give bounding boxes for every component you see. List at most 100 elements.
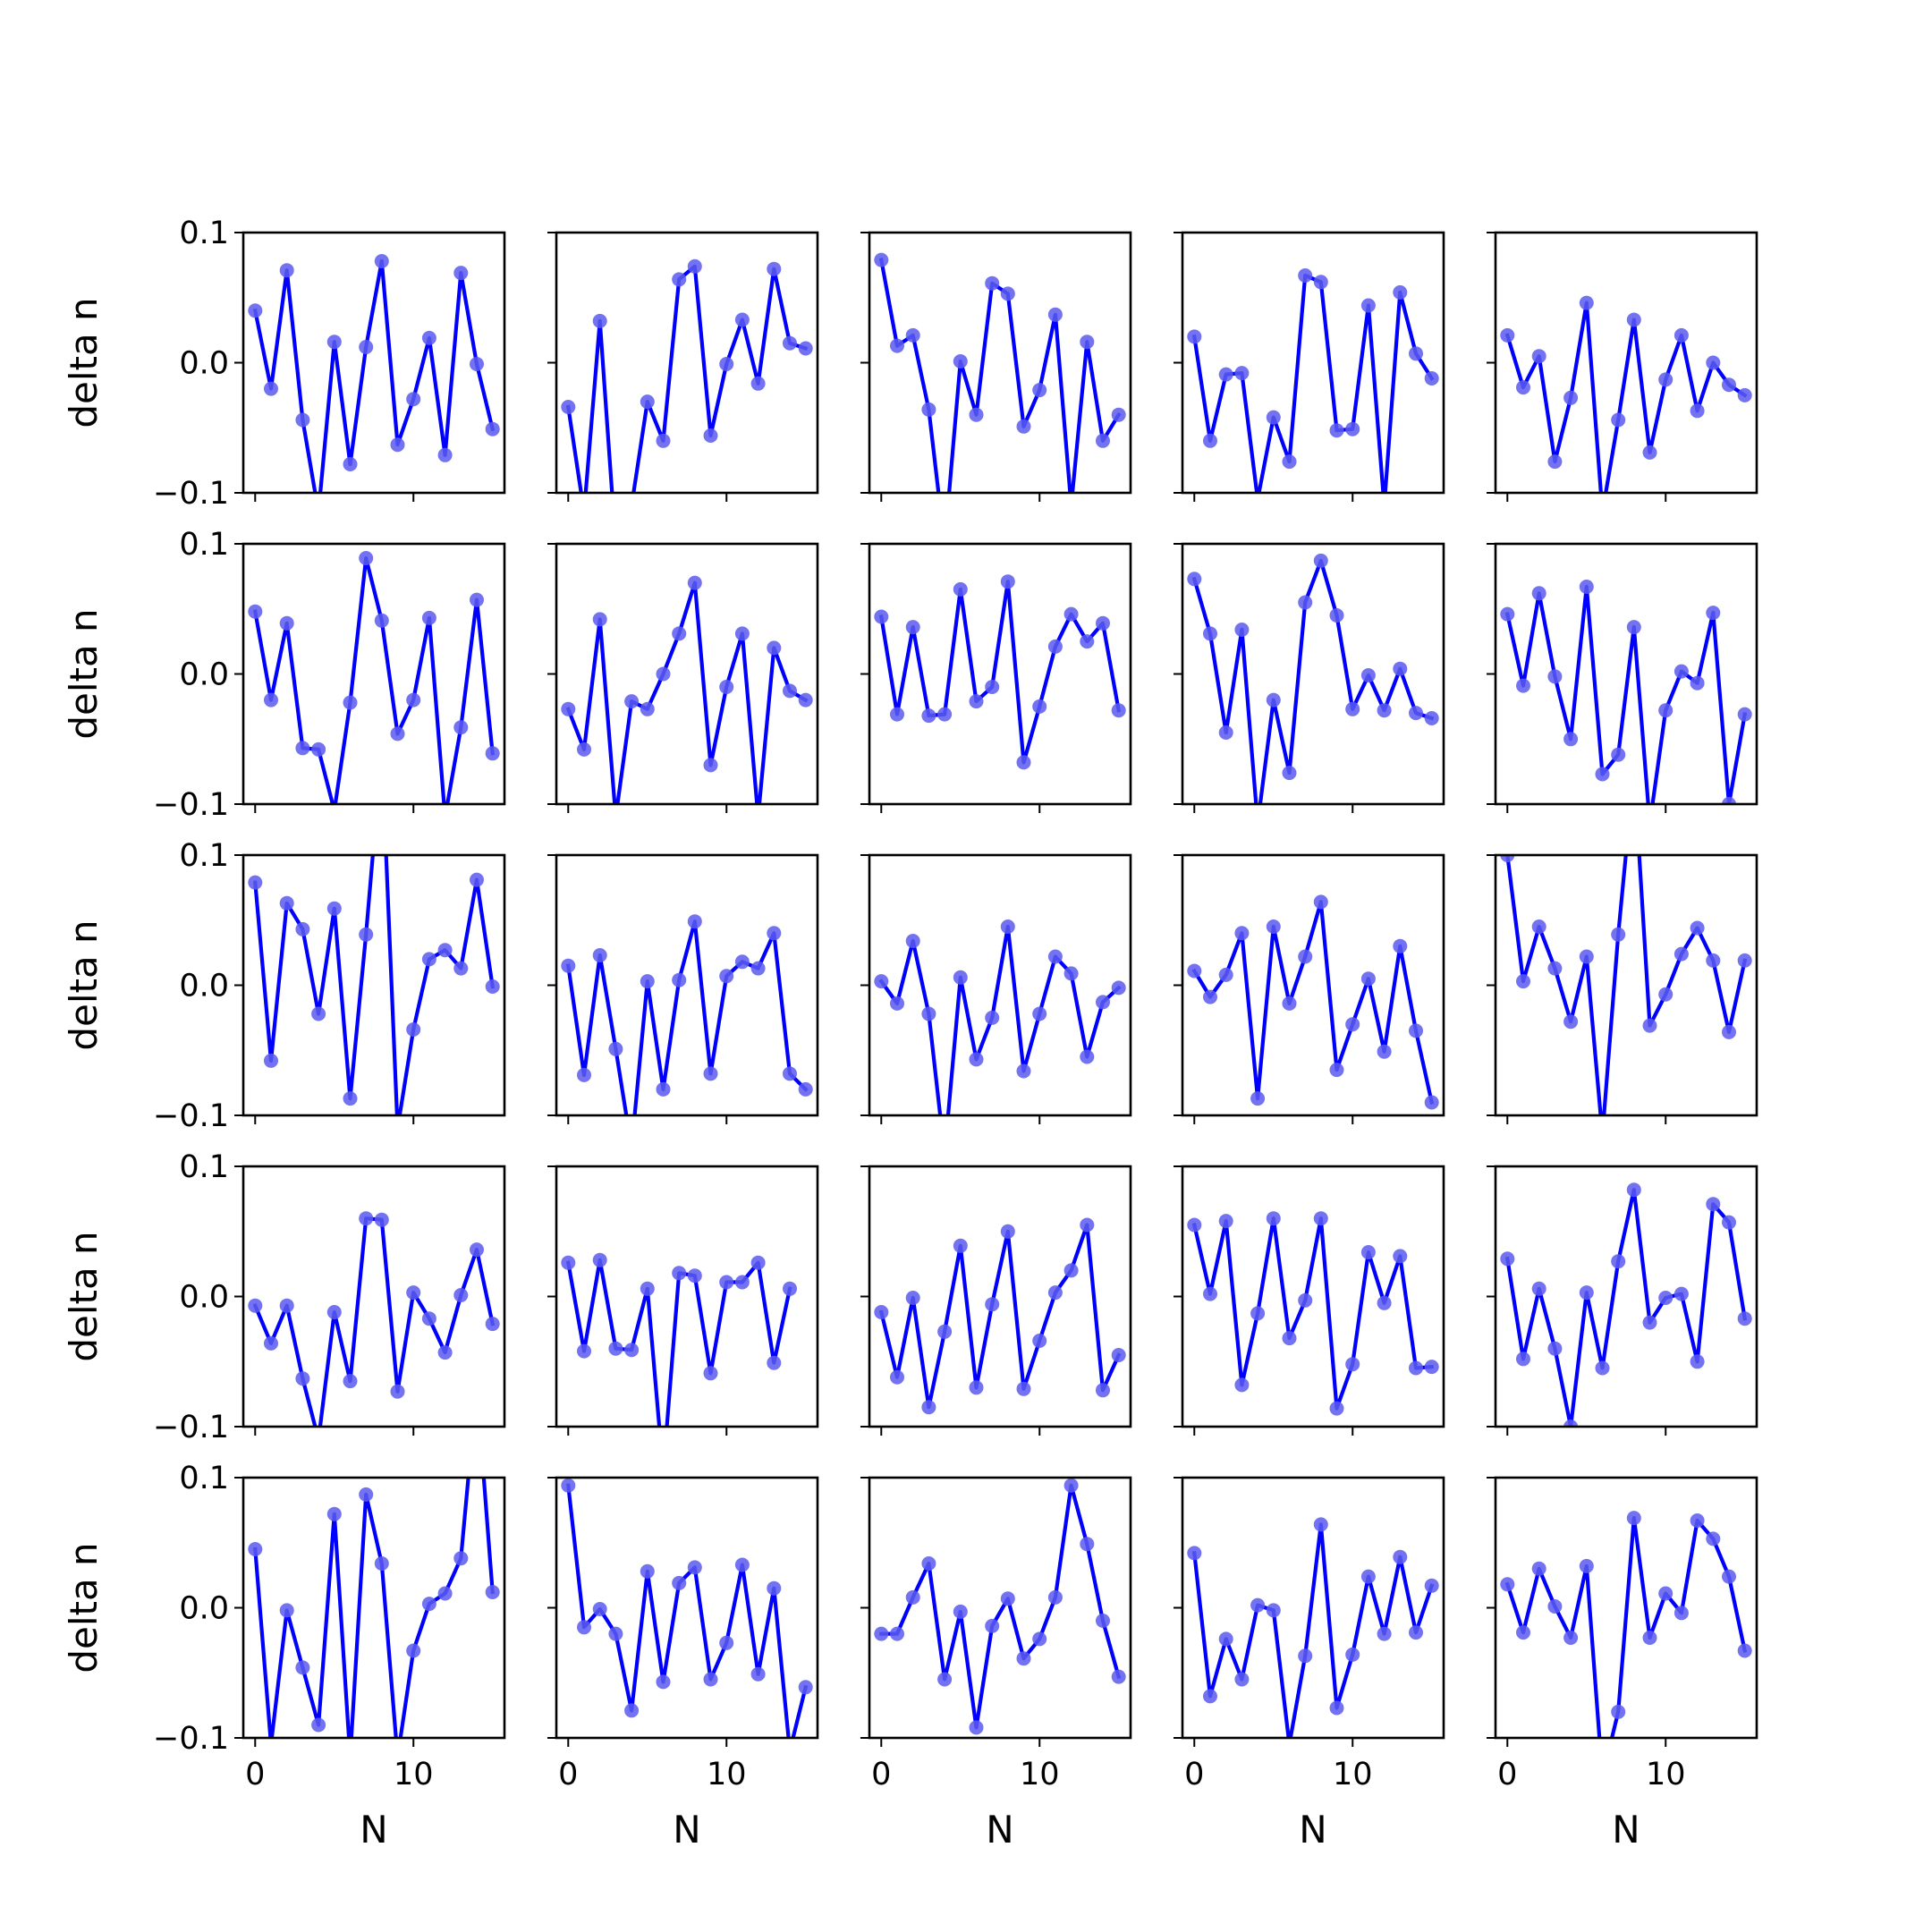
data-point — [1111, 1669, 1126, 1684]
data-point — [1531, 1281, 1546, 1296]
series-line — [252, 555, 496, 804]
data-point — [608, 810, 623, 825]
subplot-plot-area — [561, 1478, 813, 1758]
subplot-r5-c2: 0 10N — [547, 1476, 819, 1852]
data-point — [783, 1744, 797, 1758]
x-tick-label: 0 — [1497, 1757, 1517, 1792]
data-point — [1690, 920, 1705, 936]
data-point — [1409, 1023, 1423, 1038]
data-point — [953, 970, 968, 985]
data-point — [248, 875, 263, 890]
data-point — [326, 901, 342, 916]
data-point — [453, 1551, 469, 1566]
data-point — [783, 1281, 797, 1296]
data-point — [1111, 703, 1126, 718]
data-point — [1313, 1517, 1328, 1532]
data-point — [1254, 492, 1261, 493]
data-point — [1393, 938, 1408, 953]
data-point — [437, 447, 453, 462]
data-point — [1063, 1478, 1079, 1493]
data-point — [577, 1067, 591, 1082]
data-point — [1642, 1631, 1657, 1645]
y-axis-label: delta n — [62, 919, 106, 1050]
data-point — [1063, 1263, 1079, 1278]
data-point — [874, 609, 889, 624]
data-point — [1500, 327, 1515, 343]
data-point — [1345, 421, 1360, 436]
data-point — [437, 1345, 453, 1360]
series-line — [1191, 1522, 1435, 1738]
data-point — [1658, 1586, 1674, 1601]
data-point — [1032, 383, 1047, 398]
subplot-frame — [868, 853, 1132, 1117]
y-tick-label: −0.1 — [153, 1098, 229, 1134]
subplot-plot-area — [561, 914, 813, 1115]
series-line — [1505, 855, 1748, 1115]
data-point — [1187, 963, 1202, 979]
data-point — [1360, 668, 1376, 682]
data-point — [905, 327, 920, 343]
subplot-plot-area — [1500, 1511, 1752, 1738]
x-axis-label: N — [1612, 1808, 1640, 1852]
series-line — [253, 855, 496, 1115]
data-point — [295, 412, 310, 428]
data-point — [1579, 580, 1594, 594]
data-point — [921, 1556, 936, 1571]
data-point — [1642, 1018, 1657, 1033]
data-point — [703, 428, 718, 443]
data-point — [1531, 349, 1546, 364]
data-point — [734, 312, 750, 327]
series-line — [1191, 558, 1435, 804]
subplot-r3-c3 — [860, 853, 1132, 1124]
data-point — [343, 1750, 358, 1765]
data-point — [437, 1586, 453, 1601]
data-point — [1080, 1537, 1095, 1552]
data-point — [1360, 298, 1376, 313]
data-point — [485, 1585, 500, 1599]
series-line — [878, 1223, 1122, 1410]
data-point — [1626, 1511, 1641, 1526]
data-point — [1611, 1704, 1626, 1719]
data-point — [890, 1369, 904, 1385]
series-line — [565, 264, 809, 493]
data-point — [359, 340, 374, 354]
subplot-r2-c4 — [1174, 542, 1445, 813]
x-tick-label: 0 — [245, 1757, 265, 1792]
y-tick-label: −0.1 — [153, 1721, 229, 1757]
data-point — [905, 1291, 920, 1305]
subplot-r2-c1: −0.1 0.0 0.1 delta n — [62, 527, 506, 823]
data-point — [485, 979, 500, 994]
data-point — [1409, 1625, 1423, 1640]
data-point — [1706, 1531, 1721, 1546]
data-point — [1579, 1558, 1594, 1573]
subplot-r4-c3 — [860, 1165, 1132, 1436]
data-point — [1080, 1217, 1095, 1233]
data-point — [1706, 1197, 1721, 1212]
data-point — [1563, 1419, 1579, 1427]
data-point — [1016, 1063, 1031, 1079]
data-point — [359, 1487, 374, 1502]
data-point — [1345, 1357, 1360, 1372]
data-point — [783, 335, 797, 351]
data-point — [406, 1285, 421, 1301]
data-point — [264, 1335, 278, 1351]
subplot-plot-area — [874, 919, 1126, 1115]
data-point — [390, 437, 405, 453]
subplot-plot-area — [874, 1478, 1126, 1735]
data-point — [331, 803, 338, 804]
data-point — [890, 338, 904, 353]
subplot-r4-c2 — [547, 1165, 819, 1436]
data-point — [311, 741, 326, 757]
subplot-r3-c2 — [547, 853, 819, 1124]
data-point — [1674, 946, 1689, 962]
data-point — [561, 958, 576, 973]
subplot-r2-c5 — [1487, 542, 1758, 813]
y-tick-label: 0.0 — [179, 1591, 229, 1627]
data-point — [1032, 1631, 1047, 1647]
data-point — [1329, 423, 1344, 438]
data-point — [890, 707, 904, 722]
data-point — [406, 392, 421, 407]
data-point — [1424, 711, 1439, 725]
subplot-plot-area — [248, 855, 500, 1115]
data-point — [953, 1238, 968, 1253]
